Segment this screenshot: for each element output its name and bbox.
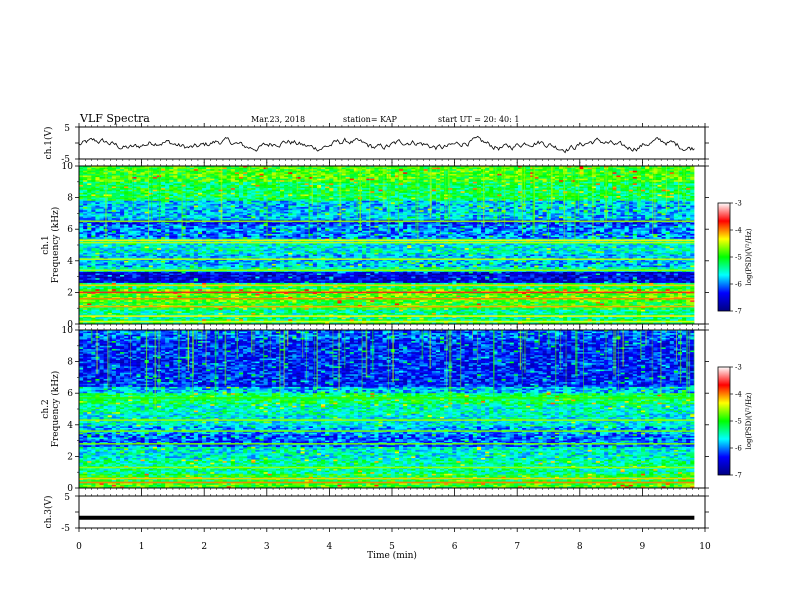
- ch1-spectrogram-image: [79, 166, 705, 324]
- vlf-figure: VLF Spectra Mar.23, 2018 station= KAP st…: [0, 0, 792, 612]
- figure-station: station= KAP: [343, 115, 398, 124]
- ch1-waveform-ylabel: ch.1(V): [43, 127, 54, 160]
- figure-start-time: start UT = 20: 40: 1: [438, 115, 519, 124]
- figure-title: VLF Spectra: [79, 112, 150, 125]
- figure-date: Mar.23, 2018: [251, 115, 305, 124]
- ch1-waveform-line: [79, 136, 694, 152]
- ch1-waveform-panel: 5 -5 ch.1(V): [43, 124, 705, 165]
- ch1-ytick-max: 5: [64, 124, 70, 134]
